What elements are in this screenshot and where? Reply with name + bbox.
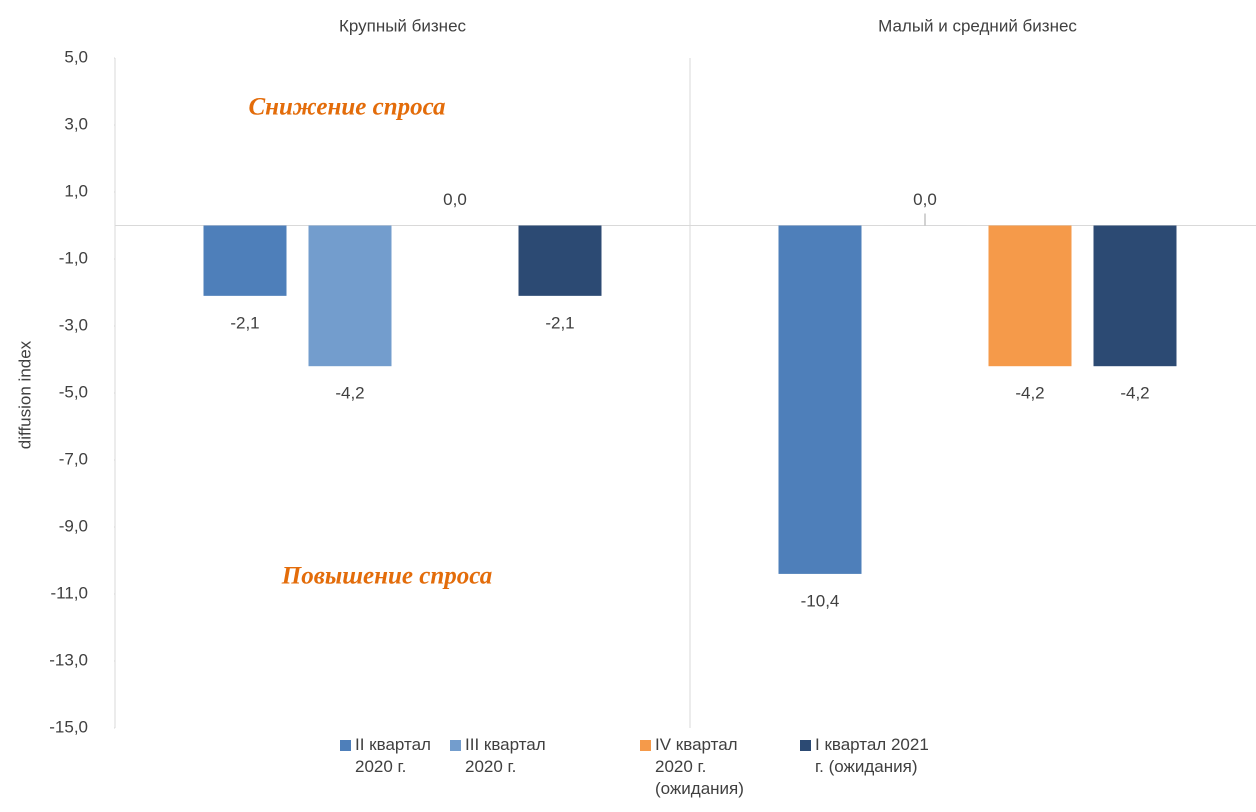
data-label: -2,1 xyxy=(545,313,574,332)
legend-swatch xyxy=(450,740,461,751)
bar xyxy=(308,225,392,367)
bar xyxy=(1093,225,1177,367)
bar xyxy=(203,225,287,296)
bar xyxy=(988,225,1072,367)
legend-swatch xyxy=(800,740,811,751)
data-label: -4,2 xyxy=(335,384,364,403)
data-label: -4,2 xyxy=(1120,384,1149,403)
data-label: -4,2 xyxy=(1015,384,1044,403)
category-label: Крупный бизнес xyxy=(339,16,467,35)
data-label: 0,0 xyxy=(443,190,467,209)
data-label: -2,1 xyxy=(230,313,259,332)
y-tick-label: -11,0 xyxy=(51,583,89,602)
data-label: -10,4 xyxy=(801,591,840,610)
y-tick-label: -9,0 xyxy=(59,516,88,535)
bar xyxy=(778,225,862,574)
legend-label: I квартал 2021 г. (ожидания) xyxy=(815,735,929,776)
y-tick-label: -5,0 xyxy=(59,382,88,401)
y-tick-label: -3,0 xyxy=(59,315,88,334)
bar xyxy=(518,225,602,296)
y-tick-label: -1,0 xyxy=(59,248,88,267)
annotation: Повышение спроса xyxy=(281,563,492,590)
legend-swatch xyxy=(340,740,351,751)
y-tick-label: 5,0 xyxy=(64,47,88,66)
annotation: Снижение спроса xyxy=(248,94,445,121)
legend-label: III квартал 2020 г. xyxy=(465,735,546,776)
y-tick-label: -15,0 xyxy=(49,717,88,736)
y-tick-label: -13,0 xyxy=(49,650,88,669)
legend-label: IV квартал 2020 г. (ожидания) xyxy=(655,735,744,798)
y-tick-label: -7,0 xyxy=(59,449,88,468)
legend-swatch xyxy=(640,740,651,751)
category-label: Малый и средний бизнес xyxy=(878,16,1077,35)
data-label: 0,0 xyxy=(913,190,937,209)
y-tick-label: 1,0 xyxy=(64,181,88,200)
y-tick-label: 3,0 xyxy=(64,114,88,133)
legend-label: II квартал 2020 г. xyxy=(355,735,431,776)
y-axis-label: diffusion index xyxy=(15,340,34,449)
